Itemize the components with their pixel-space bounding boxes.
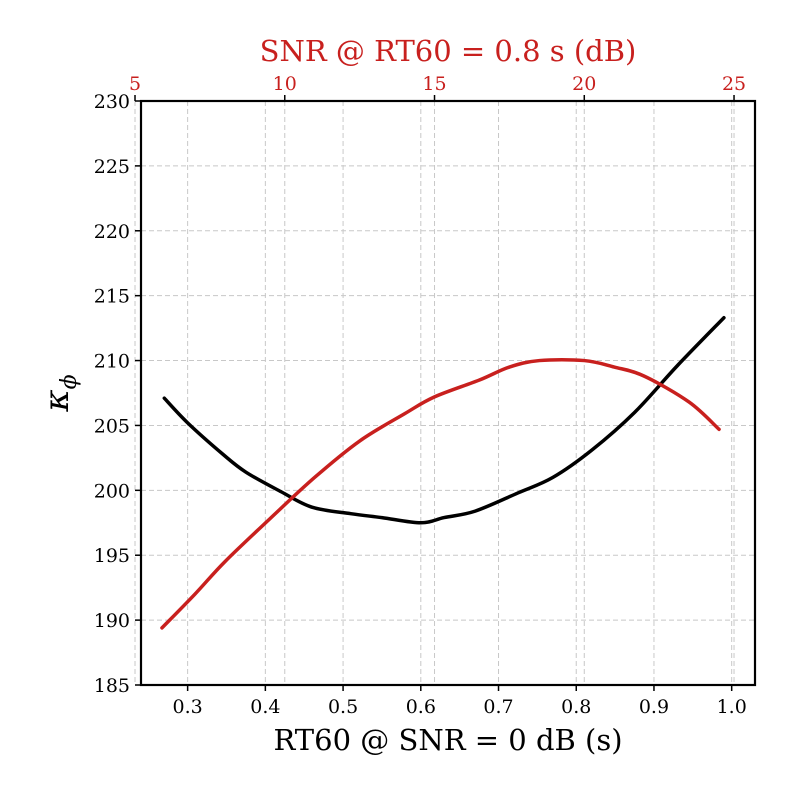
y-axis-title: κϕ: [37, 374, 82, 412]
x-tick-label: 0.9: [639, 696, 669, 718]
y-tick-label: 195: [94, 545, 130, 567]
y-tick-label: 230: [94, 91, 130, 113]
x2-tick-label: 25: [722, 73, 746, 95]
y-tick-label: 190: [94, 610, 130, 632]
x-tick-label: 0.3: [173, 696, 203, 718]
bottom-tick-labels: 0.3 0.4 0.5 0.6 0.7 0.8 0.9 1.0: [173, 696, 747, 718]
series-layer: [160, 315, 726, 630]
x-tick-label: 0.7: [483, 696, 513, 718]
x2-tick-label: 20: [572, 73, 596, 95]
plot-frame: [139, 99, 757, 687]
y-tick-label: 225: [94, 156, 130, 178]
y-tick-label: 185: [94, 675, 130, 697]
x2-tick-label: 15: [422, 73, 446, 95]
x2-tick-label: 5: [129, 73, 141, 95]
x-tick-label: 0.6: [406, 696, 436, 718]
y-axis-title-subscript: ϕ: [57, 374, 82, 389]
y-tick-label: 220: [94, 221, 130, 243]
x-tick-label: 0.8: [561, 696, 591, 718]
x2-tick-label: 10: [273, 73, 297, 95]
top-tick-labels: 5 10 15 20 25: [129, 73, 746, 95]
series-line-snr: [160, 357, 721, 630]
top-axis-title: SNR @ RT60 = 0.8 s (dB): [260, 34, 637, 68]
x-tick-label: 0.4: [250, 696, 280, 718]
series-line-rt60: [162, 315, 726, 525]
y-tick-label: 200: [94, 480, 130, 502]
x-tick-label: 1.0: [717, 696, 747, 718]
x-axis-title: RT60 @ SNR = 0 dB (s): [273, 723, 622, 757]
y-tick-label: 205: [94, 415, 130, 437]
y-tick-labels: 185 190 195 200 205 210 215 220 225 230: [94, 91, 130, 697]
y-tick-label: 215: [94, 286, 130, 308]
ticks: [134, 95, 735, 691]
y-tick-label: 210: [94, 351, 130, 373]
x-tick-label: 0.5: [328, 696, 358, 718]
y-axis-title-symbol: κ: [37, 389, 77, 412]
